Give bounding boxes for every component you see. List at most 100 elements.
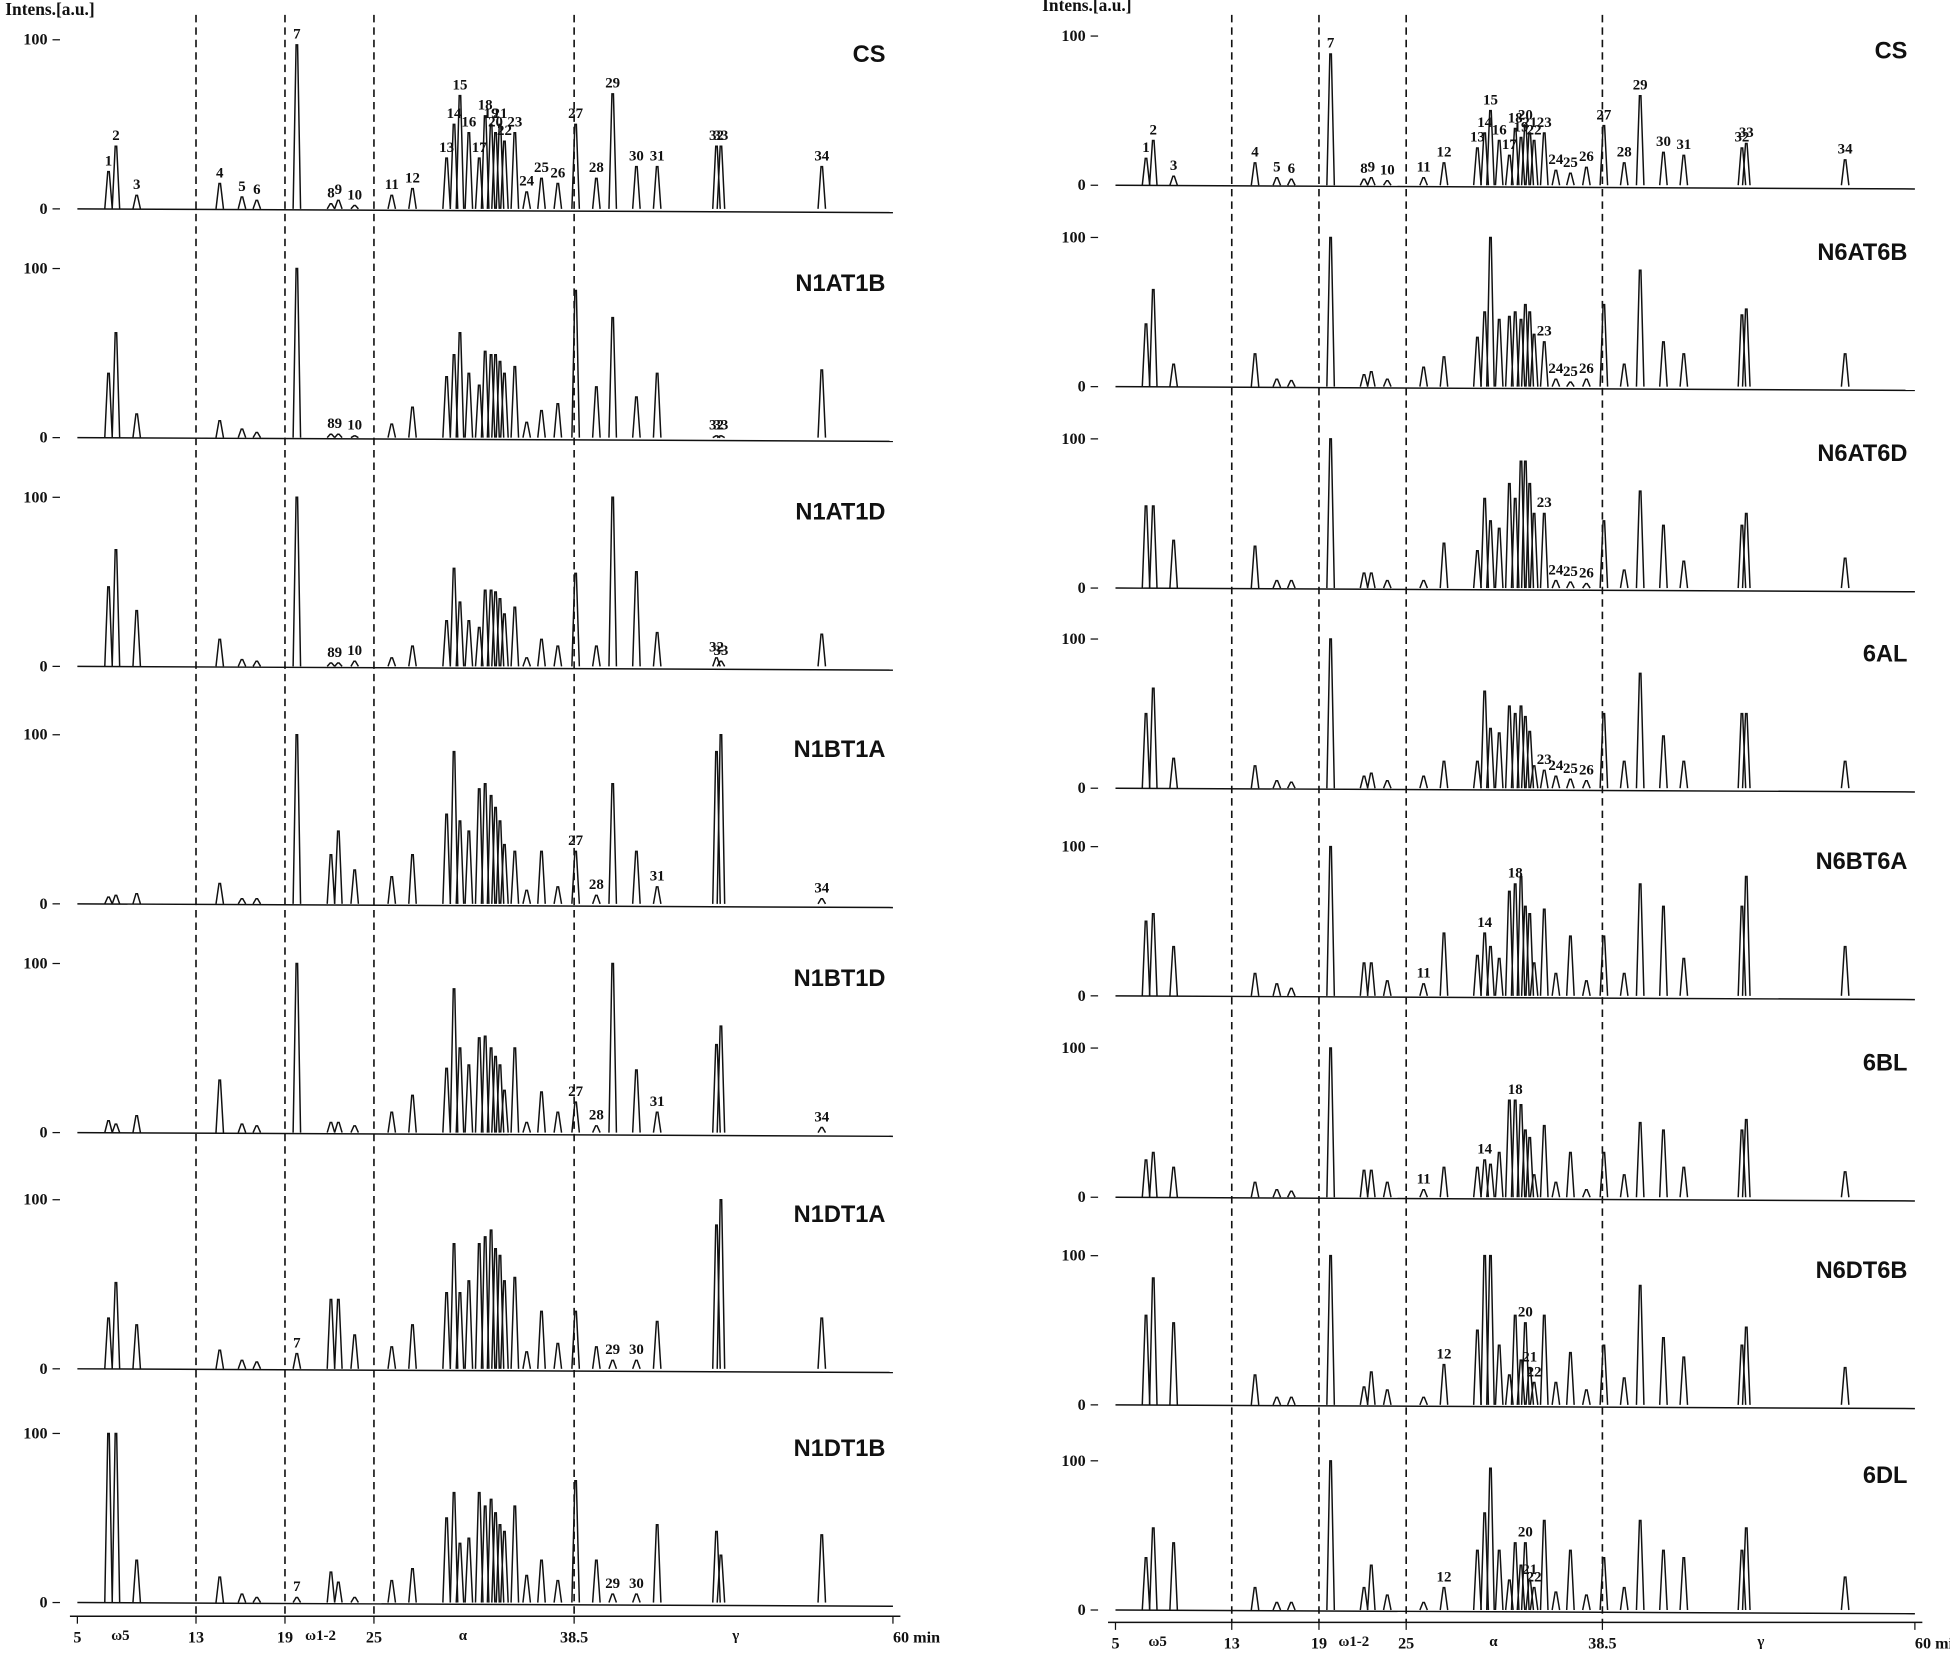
peak: [252, 898, 262, 905]
peak: [1419, 579, 1429, 589]
peak: [522, 1574, 532, 1603]
y-tick-label: 0: [39, 896, 47, 913]
peak-label: 10: [347, 643, 362, 659]
panel-title: N1BT1D: [794, 966, 886, 992]
baseline: [1115, 787, 1915, 793]
y-tick-label: 0: [1078, 1602, 1086, 1619]
baseline: [77, 1131, 893, 1138]
peak: [1169, 757, 1179, 789]
peak: [1359, 1586, 1369, 1611]
peak: [1419, 1601, 1429, 1611]
peak-label: 33: [713, 643, 728, 659]
peak: [1566, 381, 1575, 388]
peak-label: 10: [347, 418, 362, 434]
peak: [1679, 560, 1689, 589]
peak: [1486, 109, 1495, 186]
baseline: [77, 665, 893, 671]
peak: [1619, 1377, 1629, 1405]
peak: [510, 850, 520, 904]
peak: [1326, 1254, 1336, 1405]
peak: [104, 1432, 113, 1603]
x-tick-label: 38.5: [1588, 1636, 1616, 1653]
peak: [387, 876, 397, 904]
peak-label: 1: [105, 153, 112, 169]
peak: [1382, 180, 1392, 186]
peak: [1741, 308, 1751, 387]
peak: [449, 988, 459, 1133]
y-tick-label: 100: [1061, 1040, 1085, 1057]
peak: [464, 619, 474, 667]
peak: [442, 1517, 452, 1603]
peak-label: 32: [709, 418, 724, 434]
peak: [1679, 353, 1689, 387]
peak-label: 11: [1417, 1172, 1431, 1188]
peak: [1679, 1557, 1689, 1611]
peak: [1840, 1576, 1850, 1611]
peak: [1169, 1166, 1179, 1198]
peak: [1840, 760, 1850, 789]
peak: [132, 1559, 142, 1603]
peak: [652, 1524, 662, 1603]
peak-label: 14: [1477, 1142, 1492, 1158]
region-label: γ: [731, 1628, 739, 1644]
peak-label: 24: [519, 174, 534, 190]
peak: [1635, 1121, 1645, 1198]
peak: [1272, 579, 1282, 589]
y-tick-label: 100: [1061, 28, 1085, 45]
peak-label: 24: [1548, 562, 1563, 578]
peak: [333, 1298, 343, 1369]
peak: [522, 1351, 532, 1369]
peak: [1581, 1189, 1591, 1198]
peak: [1272, 983, 1282, 997]
peak: [631, 1069, 641, 1133]
peak-label: 30: [629, 1342, 644, 1358]
peak-label: 23: [1537, 495, 1552, 511]
peak: [480, 1236, 490, 1369]
peak: [1472, 954, 1482, 996]
peak: [522, 1121, 532, 1133]
peak: [1472, 1166, 1482, 1198]
peak: [1529, 1381, 1539, 1405]
y-tick-label: 100: [23, 1192, 47, 1209]
peak: [1539, 132, 1549, 186]
x-tick-label: 5: [1111, 1636, 1119, 1653]
panel-title: N1DT1A: [794, 1202, 886, 1228]
peak: [408, 1567, 417, 1603]
peak: [1486, 945, 1495, 996]
peak: [1539, 1314, 1549, 1405]
peak: [1141, 1314, 1151, 1405]
x-tick-label: 38.5: [560, 1629, 588, 1646]
peak: [292, 962, 302, 1133]
y-tick-label: 0: [1078, 1397, 1086, 1414]
peak: [292, 1352, 302, 1369]
peak: [1619, 1586, 1629, 1611]
peak: [1382, 780, 1392, 789]
peak: [510, 365, 520, 438]
peak: [1326, 236, 1336, 387]
x-tick-label: 60 min: [893, 1629, 940, 1646]
peak: [591, 645, 601, 667]
peak: [608, 1593, 618, 1603]
peak: [1551, 1591, 1561, 1611]
region-label: α: [459, 1628, 468, 1644]
peak: [1658, 1129, 1668, 1198]
peak: [716, 734, 726, 904]
peak: [455, 601, 465, 667]
y-tick-label: 100: [1061, 1453, 1085, 1470]
peak: [215, 419, 225, 438]
y-tick-label: 0: [39, 430, 47, 447]
peak: [1250, 1181, 1260, 1198]
peak: [326, 1571, 336, 1603]
peak: [1486, 1163, 1495, 1198]
baseline: [1115, 184, 1915, 190]
peak: [712, 657, 721, 667]
peak-label: 15: [1483, 92, 1498, 108]
peak: [1326, 638, 1336, 789]
peak: [1551, 169, 1561, 186]
peak-label: 31: [650, 148, 665, 164]
peak-label: 4: [1251, 145, 1259, 161]
peak: [1494, 527, 1504, 589]
peak: [1439, 760, 1449, 789]
peak: [408, 1094, 417, 1133]
peak: [1250, 353, 1260, 387]
